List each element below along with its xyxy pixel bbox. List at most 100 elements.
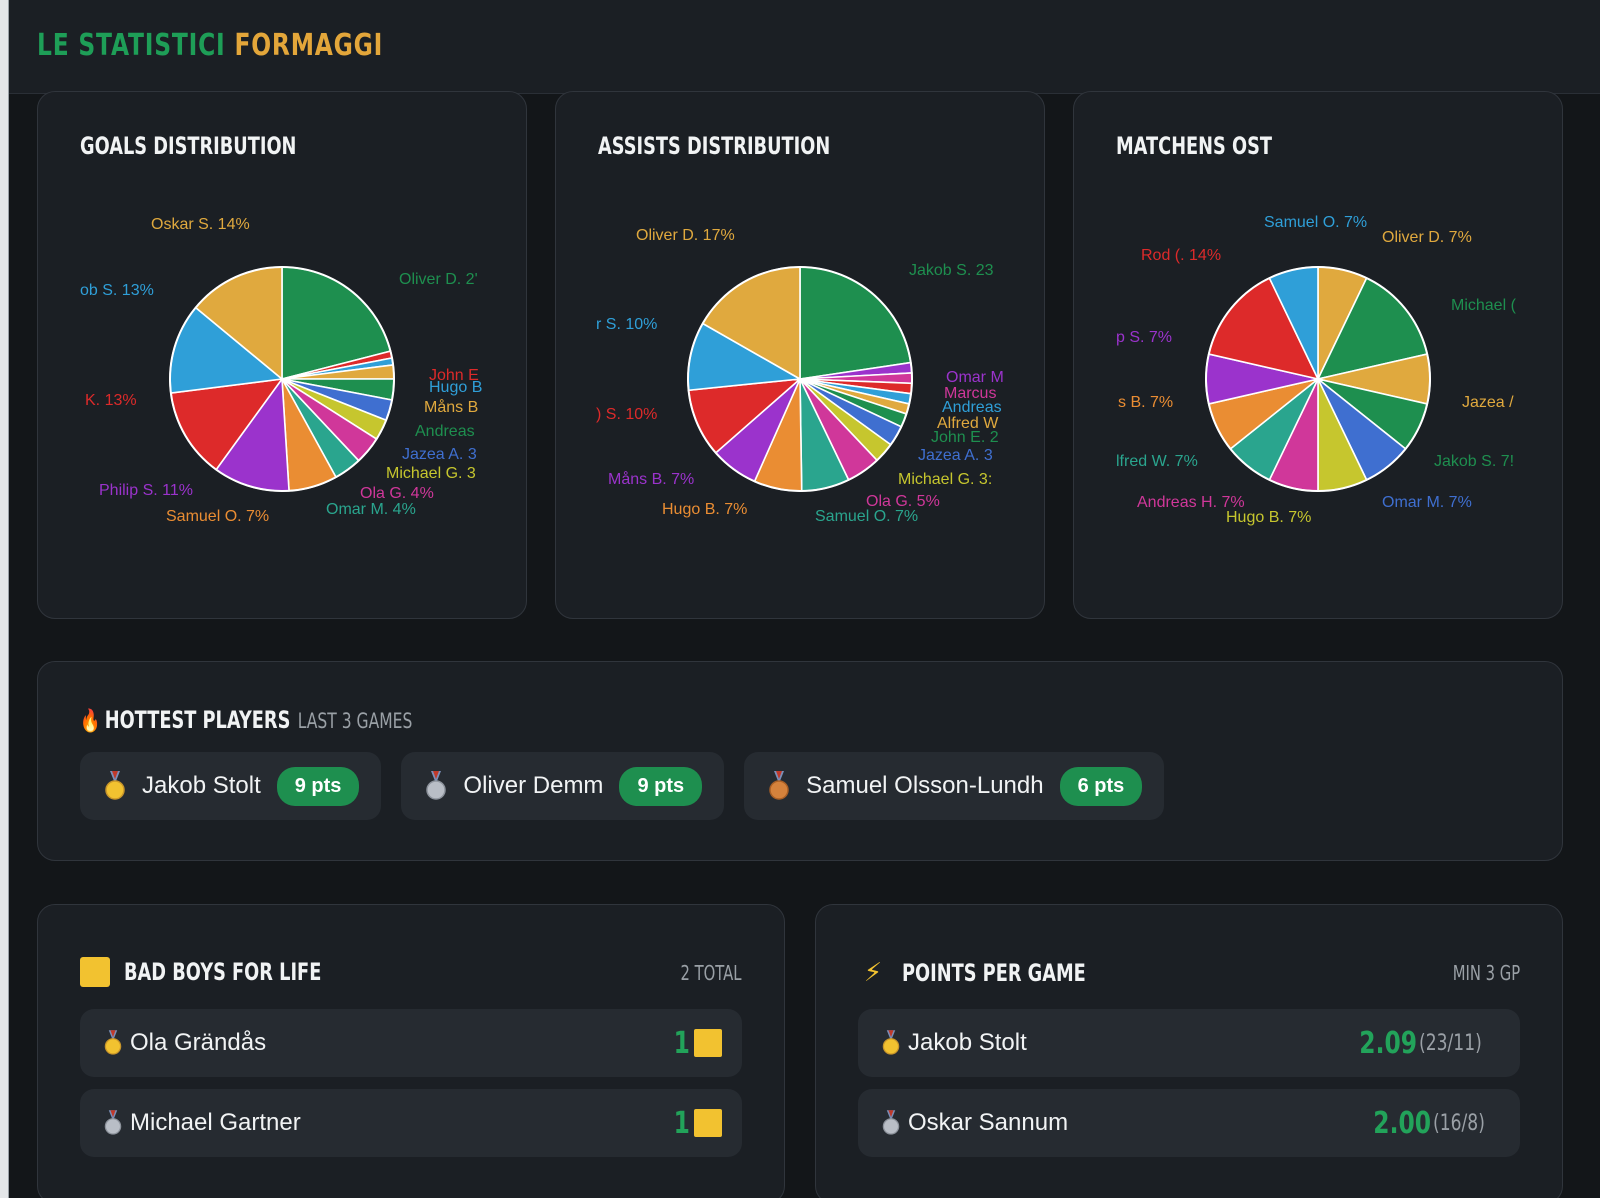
goals-distribution-card: GOALS DISTRIBUTION Oskar S. 14% ob S. 13%… — [37, 91, 527, 619]
pie-label: Hugo B. 7% — [1226, 509, 1311, 526]
pie-slice[interactable] — [799, 266, 912, 380]
pie-label: Måns B. 7% — [608, 470, 694, 488]
points-badge: 9 pts — [619, 766, 703, 806]
card-title: MATCHENS OST — [1116, 132, 1273, 160]
hot-player-pill[interactable]: Jakob Stolt 9 pts — [80, 752, 382, 820]
pie-label: p S. 7% — [1116, 329, 1172, 346]
yellow-card-icon — [80, 957, 110, 987]
card-count: 1 — [669, 1089, 722, 1157]
matchens-ost-pie-chart: Samuel O. 7% Oliver D. 7% Rod (. 14% Michae… — [1116, 214, 1517, 526]
pie-label: Marcus — [944, 385, 996, 402]
hottest-header: 🔥 HOTTEST PLAYERS LAST 3 GAMES — [80, 706, 412, 734]
pie-label: r S. 10% — [596, 316, 657, 333]
list-item[interactable]: Ola Grändås 1 — [80, 1009, 742, 1077]
pie-label: Omar M — [946, 369, 1004, 386]
hot-player-pill[interactable]: Samuel Olsson-Lundh 6 pts — [744, 752, 1165, 820]
ppg-title: POINTS PER GAME — [902, 958, 1086, 987]
player-name: Oskar Sannum — [908, 1109, 1069, 1136]
bad-boys-list: Ola Grändås 1 Michael Gartner 1 — [80, 1009, 742, 1169]
bronze-medal-icon — [769, 771, 789, 800]
top-bar: LE STATISTICI FORMAGGI — [9, 0, 1600, 94]
pie-label: Philip S. 11% — [99, 482, 193, 499]
ppg-detail: (23/11) — [1419, 1030, 1483, 1056]
pie-outline — [687, 266, 913, 492]
points-badge: 6 pts — [1059, 766, 1143, 806]
pie-label: Samuel O. 7% — [1264, 214, 1367, 231]
count-value: 1 — [673, 1105, 690, 1141]
assists-pie-chart: Oliver D. 17% Jakob S. 23 r S. 10% Omar MMa… — [596, 227, 1004, 525]
pie-label: Michael ( — [1451, 297, 1517, 314]
brand-part-2: FORMAGGI — [234, 28, 384, 63]
pie-outline — [169, 266, 395, 492]
pie-label: Jazea A. 3 — [402, 446, 477, 463]
bad-boys-title: BAD BOYS FOR LIFE — [124, 958, 322, 986]
pie-label: Omar M. 4% — [326, 501, 416, 518]
pie-label: Jazea / — [1462, 394, 1514, 411]
pie-label: K. 13% — [85, 392, 137, 409]
gold-medal-icon — [104, 1030, 122, 1055]
pie-label: Samuel O. 7% — [166, 508, 269, 525]
ppg-number: 2.00 — [1373, 1105, 1432, 1141]
silver-medal-icon — [104, 1110, 122, 1135]
list-item[interactable]: Michael Gartner 1 — [80, 1089, 742, 1157]
matchens-ost-card: MATCHENS OST Samuel O. 7% Oliver D. 7% Rod… — [1073, 91, 1563, 619]
silver-medal-icon — [882, 1110, 900, 1135]
pie-label: Omar M. 7% — [1382, 494, 1472, 511]
pie-label: Michael G. 3: — [898, 471, 992, 488]
pie-label: Hugo B. 7% — [662, 501, 747, 518]
ppg-number: 2.09 — [1359, 1025, 1418, 1061]
pie-label: lfred W. 7% — [1116, 453, 1198, 470]
bad-boys-header: BAD BOYS FOR LIFE 2 TOTAL — [80, 957, 742, 993]
pie-outline — [1205, 266, 1431, 492]
player-name: Ola Grändås — [130, 1029, 267, 1056]
points-per-game-card: ⚡ POINTS PER GAME MIN 3 GP Jakob Stolt 2… — [815, 904, 1563, 1198]
card-title: GOALS DISTRIBUTION — [80, 132, 297, 160]
silver-medal-icon — [426, 771, 447, 800]
pie-label: John E. 2 — [931, 429, 999, 446]
pie-label: Ola G. 4% — [360, 485, 434, 502]
list-item[interactable]: Jakob Stolt 2.09 (23/11) — [858, 1009, 1520, 1077]
hot-player-pill[interactable]: Oliver Demm 9 pts — [401, 752, 725, 820]
brand-logo[interactable]: LE STATISTICI FORMAGGI — [37, 28, 383, 63]
pie-label: ob S. 13% — [80, 282, 154, 299]
player-name: Oliver Demm — [463, 772, 604, 799]
list-item[interactable]: Oskar Sannum 2.00 (16/8) — [858, 1089, 1520, 1157]
hottest-list: Jakob Stolt 9 pts Oliver Demm 9 pts Samu… — [80, 752, 1165, 820]
ppg-value: 2.09 (23/11) — [1343, 1009, 1500, 1077]
pie-label: Oskar S. 14% — [151, 216, 250, 233]
pie-label: ) S. 10% — [596, 406, 657, 423]
card-count: 1 — [669, 1009, 722, 1077]
bad-boys-total: 2 TOTAL — [680, 961, 742, 985]
pie-label: John E — [429, 367, 479, 384]
ppg-title-wrap: ⚡ POINTS PER GAME — [858, 957, 1150, 988]
pie-label: Alfred W — [937, 415, 999, 432]
ppg-detail: (16/8) — [1433, 1110, 1486, 1136]
pie-label: Hugo B — [429, 379, 482, 396]
ppg-list: Jakob Stolt 2.09 (23/11) Oskar Sannum 2.… — [858, 1009, 1520, 1169]
pie-label: Jakob S. 7! — [1434, 453, 1514, 470]
pie-label: Andreas — [415, 423, 475, 440]
yellow-card-icon — [694, 1029, 722, 1057]
player-name: Michael Gartner — [130, 1109, 301, 1136]
ppg-header: ⚡ POINTS PER GAME MIN 3 GP — [858, 957, 1520, 993]
hottest-players-card: 🔥 HOTTEST PLAYERS LAST 3 GAMES Jakob Stolt… — [37, 661, 1563, 861]
pie-label: Oliver D. 7% — [1382, 229, 1472, 246]
brand-part-1: LE STATISTICI — [37, 28, 226, 63]
player-name: Jakob Stolt — [908, 1029, 1027, 1056]
pie-label: Jazea A. 3 — [918, 447, 993, 464]
ppg-min-games: MIN 3 GP — [1452, 961, 1520, 985]
pie-label: Oliver D. 17% — [636, 227, 735, 244]
hottest-title: HOTTEST PLAYERS — [104, 706, 291, 734]
player-name: Samuel Olsson-Lundh — [806, 772, 1044, 799]
card-title: ASSISTS DISTRIBUTION — [598, 132, 831, 160]
lightning-icon: ⚡ — [863, 957, 883, 987]
player-name: Jakob Stolt — [142, 772, 261, 799]
pie-label: Andreas — [942, 399, 1002, 416]
window-edge — [0, 0, 9, 1198]
pie-label: Jakob S. 23 — [909, 262, 994, 279]
hottest-subtitle: LAST 3 GAMES — [297, 709, 413, 733]
yellow-card-icon — [694, 1109, 722, 1137]
pie-label: Andreas H. 7% — [1137, 494, 1245, 511]
bad-boys-card: BAD BOYS FOR LIFE 2 TOTAL Ola Grändås 1 … — [37, 904, 785, 1198]
gold-medal-icon — [105, 771, 125, 800]
